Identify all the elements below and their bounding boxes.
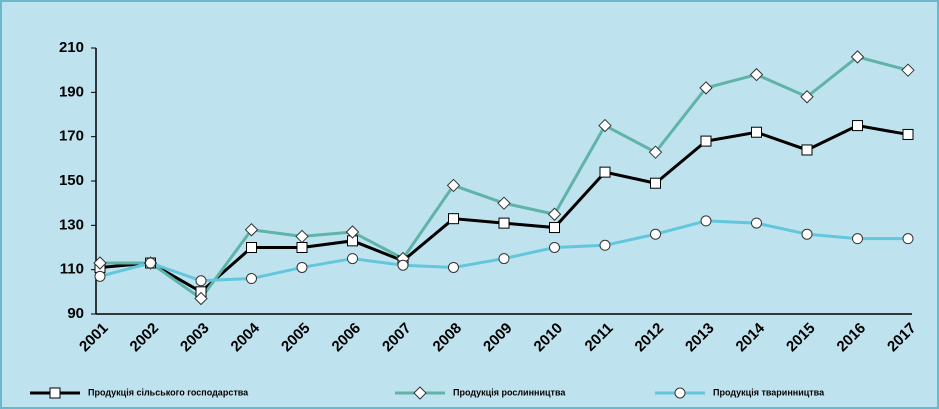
marker — [246, 242, 257, 253]
marker — [751, 217, 762, 229]
marker — [598, 118, 612, 133]
marker — [498, 217, 510, 229]
marker — [650, 228, 661, 240]
marker — [901, 63, 915, 77]
marker — [800, 90, 814, 104]
marker — [345, 225, 360, 239]
marker — [549, 222, 560, 234]
legend-label: Продукція тваринництва — [713, 387, 825, 397]
marker — [497, 196, 511, 210]
marker — [599, 166, 611, 178]
y-tick-label: 210 — [59, 39, 84, 56]
marker — [699, 81, 713, 95]
marker — [413, 386, 427, 400]
legend-label: Продукція сільського господарства — [88, 387, 249, 397]
marker — [648, 145, 663, 159]
marker — [448, 261, 459, 273]
marker — [751, 126, 762, 138]
marker — [145, 257, 156, 269]
y-tick-label: 110 — [60, 261, 84, 278]
marker — [296, 261, 308, 273]
marker — [549, 242, 560, 253]
marker — [674, 387, 686, 399]
marker — [397, 259, 409, 271]
y-tick-label: 130 — [59, 216, 84, 233]
marker — [547, 207, 562, 221]
y-tick-label: 150 — [59, 172, 84, 189]
y-tick-label: 90 — [67, 305, 84, 322]
marker — [850, 50, 865, 64]
marker — [852, 120, 863, 132]
marker — [749, 67, 764, 82]
marker — [650, 177, 661, 189]
marker — [700, 135, 712, 147]
marker — [852, 233, 863, 245]
marker — [244, 223, 259, 237]
marker — [801, 144, 813, 156]
marker — [801, 228, 813, 240]
marker — [295, 229, 309, 244]
marker — [446, 178, 461, 193]
marker — [700, 215, 712, 227]
marker — [599, 239, 611, 251]
marker — [296, 242, 308, 253]
marker — [195, 275, 207, 287]
marker — [902, 233, 914, 245]
marker — [194, 291, 208, 306]
y-tick-label: 190 — [59, 83, 84, 100]
y-tick-label: 170 — [59, 128, 84, 145]
marker — [347, 253, 358, 265]
legend-label: Продукція рослинництва — [453, 387, 566, 397]
marker — [93, 256, 107, 270]
marker — [498, 253, 510, 265]
marker — [902, 128, 914, 140]
marker — [49, 387, 61, 399]
marker — [448, 213, 459, 225]
marker — [94, 270, 106, 282]
marker — [246, 273, 257, 285]
